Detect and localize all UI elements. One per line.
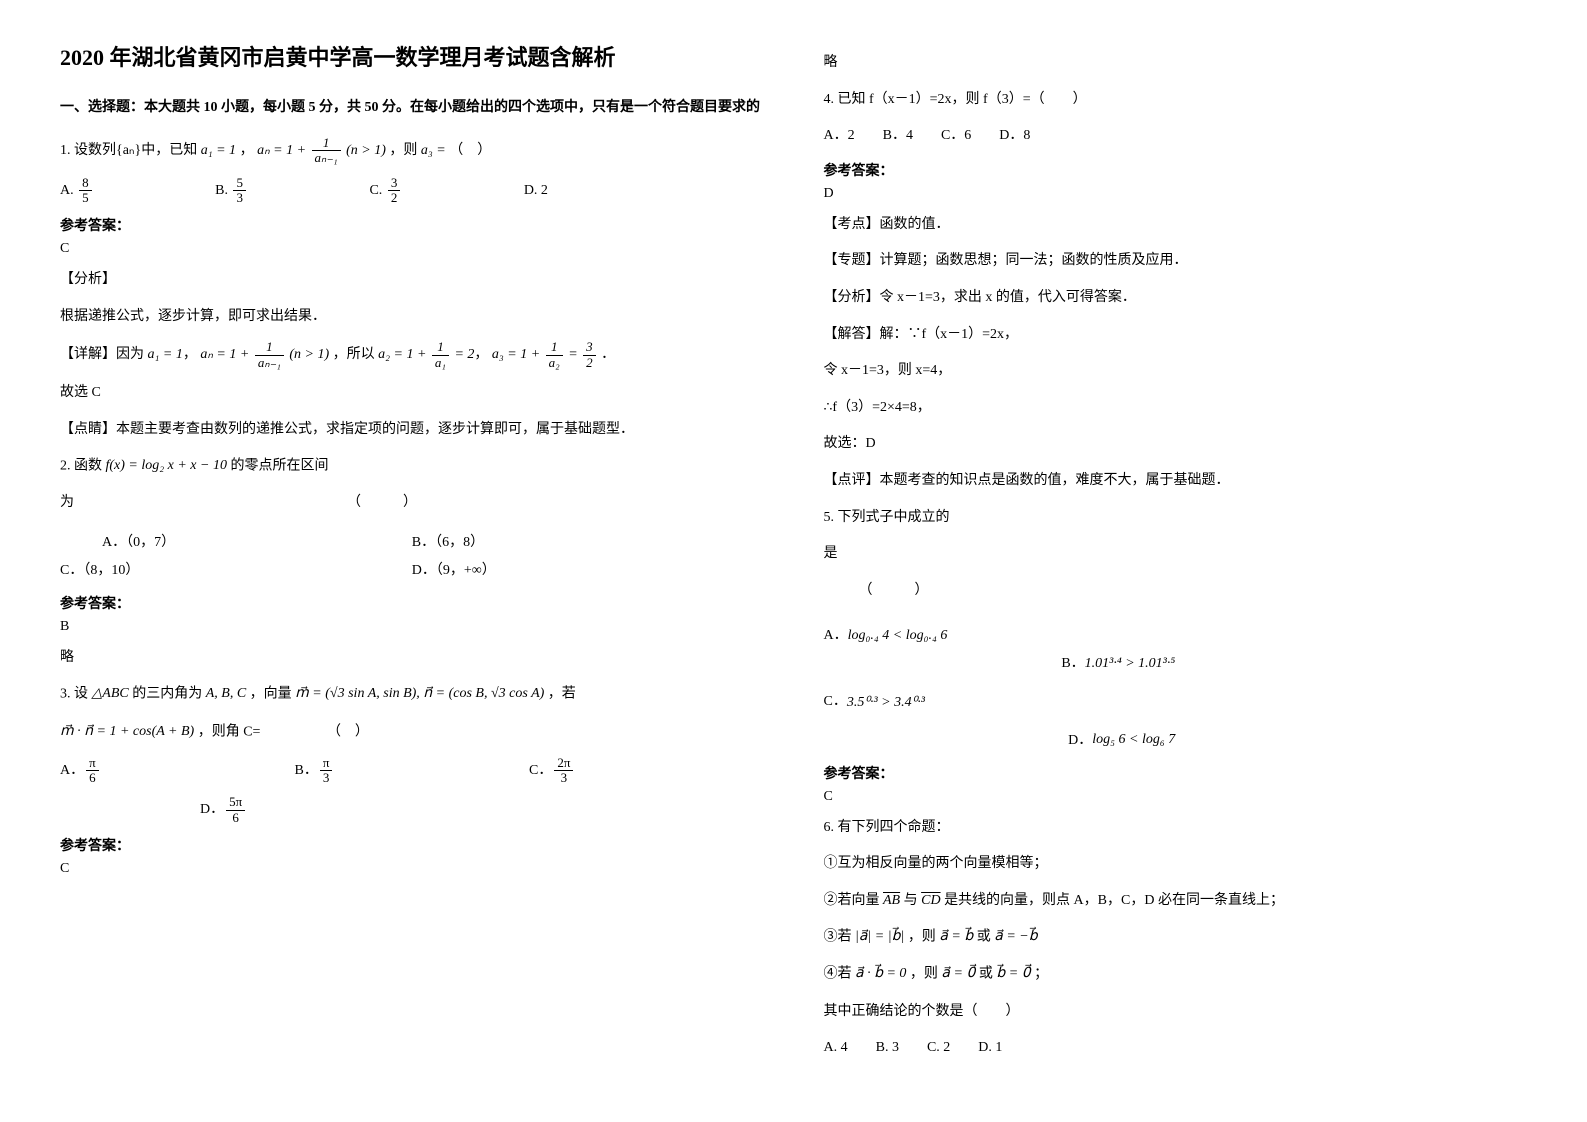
- q3-optC: C．2π3: [529, 756, 764, 786]
- q3-options-row2: D．5π6: [60, 795, 764, 825]
- q6-p3: ③若 |a⃗| = |b⃗| ，则 a⃗ = b⃗ 或 a⃗ = −b⃗: [824, 924, 1528, 951]
- q6-stem: 6. 有下列四个命题：: [824, 815, 1528, 842]
- q5-stem-a: 5. 下列式子中成立的: [824, 505, 1528, 532]
- q3-stem1: 3. 设 △ABC 的三内角为 A, B, C ，向量 m⃗ = (√3 sin…: [60, 681, 764, 708]
- q5-optD: D．log₅ 6 < log₆ 7: [824, 729, 1216, 749]
- q3-optD: D．5π6: [200, 802, 247, 817]
- q3-stem2: m⃗ · n⃗ = 1 + cos(A + B) ，则角 C= （ ）: [60, 719, 764, 746]
- q5-optB: B．1.01³·⁴ > 1.01³·⁵: [824, 652, 1216, 672]
- brief-top: 略: [824, 50, 1528, 77]
- q4-l7: 故选：D: [824, 431, 1528, 458]
- q1-f3: a₃ =: [421, 138, 446, 165]
- q6-tail: 其中正确结论的个数是（ ）: [824, 999, 1528, 1026]
- vec-ab: AB: [883, 893, 900, 908]
- q1-ana-text: 根据递推公式，逐步计算，即可求出结果．: [60, 304, 764, 331]
- q1-options: A. 85 B. 53 C. 32 D. 2: [60, 176, 764, 206]
- q3-optA: A．π6: [60, 756, 295, 786]
- q5-ans: C: [824, 789, 1528, 805]
- q1-optC: C. 32: [369, 176, 480, 206]
- q4-l8: 【点评】本题考查的知识点是函数的值，难度不大，属于基础题．: [824, 468, 1528, 495]
- q4-l4: 【解答】解：∵f（x－1）=2x，: [824, 322, 1528, 349]
- q3-options-row1: A．π6 B．π3 C．2π3: [60, 756, 764, 786]
- q4-l2: 【专题】计算题；函数思想；同一法；函数的性质及应用．: [824, 248, 1528, 275]
- q2-optA: A．（0，7）: [60, 531, 412, 551]
- page-title: 2020 年湖北省黄冈市启黄中学高一数学理月考试题含解析: [60, 40, 764, 72]
- q1-optD: D. 2: [524, 178, 548, 205]
- q3-ans: C: [60, 861, 764, 877]
- section-intro: 一、选择题：本大题共 10 小题，每小题 5 分，共 50 分。在每小题给出的四…: [60, 96, 764, 116]
- q5-options: A．log₀.₄ 4 < log₀.₄ 6 B．1.01³·⁴ > 1.01³·…: [824, 620, 1528, 752]
- q2-optB: B．（6，8）: [412, 531, 764, 551]
- q1-ana-label: 【分析】: [60, 267, 764, 294]
- q3-ans-label: 参考答案：: [60, 835, 764, 855]
- q1-optB: B. 53: [215, 176, 326, 206]
- q1-f1: a₁ = 1: [201, 138, 236, 165]
- q5-stem-c: （ ）: [824, 578, 1528, 605]
- q1-optA: A. 85: [60, 176, 172, 206]
- q1-point: 【点睛】本题主要考查由数列的递推公式，求指定项的问题，逐步计算即可，属于基础题型…: [60, 417, 764, 444]
- q2-ans-label: 参考答案：: [60, 593, 764, 613]
- q1-ans-label: 参考答案：: [60, 215, 764, 235]
- q1-stem-c: ，则: [389, 143, 417, 158]
- q2-options: A．（0，7） B．（6，8） C．（8，10） D．（9，+∞）: [60, 527, 764, 583]
- q6-p2: ②若向量 AB 与 CD 是共线的向量，则点 A，B，C，D 必在同一条直线上；: [824, 888, 1528, 915]
- q2-optD: D．（9，+∞）: [412, 559, 764, 579]
- q3-optB: B．π3: [295, 756, 530, 786]
- q1-stem: 1. 设数列{aₙ}中，已知 a₁ = 1 ， aₙ = 1 + 1aₙ₋₁ (…: [60, 136, 764, 166]
- q1-stem-d: （ ）: [449, 143, 491, 158]
- q4-stem: 4. 已知 f（x－1）=2x，则 f（3）=（ ）: [824, 87, 1528, 114]
- q6-opts: A. 4 B. 3 C. 2 D. 1: [824, 1035, 1528, 1062]
- vec-cd: CD: [921, 893, 940, 908]
- q6-p4: ④若 a⃗ · b⃗ = 0 ，则 a⃗ = 0⃗ 或 b⃗ = 0⃗ ；: [824, 961, 1528, 988]
- q4-opts: A．2 B．4 C．6 D．8: [824, 123, 1528, 150]
- q5-ans-label: 参考答案：: [824, 763, 1528, 783]
- q4-l5: 令 x－1=3，则 x=4，: [824, 358, 1528, 385]
- q4-ans: D: [824, 186, 1528, 202]
- q5-optC: C．3.5⁰·³ > 3.4⁰·³: [824, 690, 1176, 710]
- q1-stem-a: 1. 设数列{aₙ}中，已知: [60, 143, 197, 158]
- q2-stem-c: 为 （ ）: [60, 490, 764, 517]
- q4-l6: ∴f（3）=2×4=8，: [824, 395, 1528, 422]
- q4-ans-label: 参考答案：: [824, 160, 1528, 180]
- q2-stem: 2. 函数 f(x) = log₂ x + x − 10 的零点所在区间: [60, 453, 764, 480]
- q4-l3: 【分析】令 x－1=3，求出 x 的值，代入可得答案．: [824, 285, 1528, 312]
- q1-detail: 【详解】因为 a₁ = 1， aₙ = 1 + 1aₙ₋₁ (n > 1) ，所…: [60, 340, 764, 370]
- q2-optC: C．（8，10）: [60, 559, 412, 579]
- q1-f2: aₙ = 1 + 1aₙ₋₁ (n > 1): [257, 136, 386, 166]
- q2-brief: 略: [60, 645, 764, 672]
- q4-l1: 【考点】函数的值．: [824, 212, 1528, 239]
- q2-ans: B: [60, 619, 764, 635]
- q6-p1: ①互为相反向量的两个向量模相等；: [824, 851, 1528, 878]
- q5-optA: A．log₀.₄ 4 < log₀.₄ 6: [824, 624, 1176, 644]
- q1-conclude: 故选 C: [60, 380, 764, 407]
- q1-stem-b: ，: [240, 143, 254, 158]
- q5-stem-b: 是: [824, 541, 1528, 568]
- q1-ans: C: [60, 241, 764, 257]
